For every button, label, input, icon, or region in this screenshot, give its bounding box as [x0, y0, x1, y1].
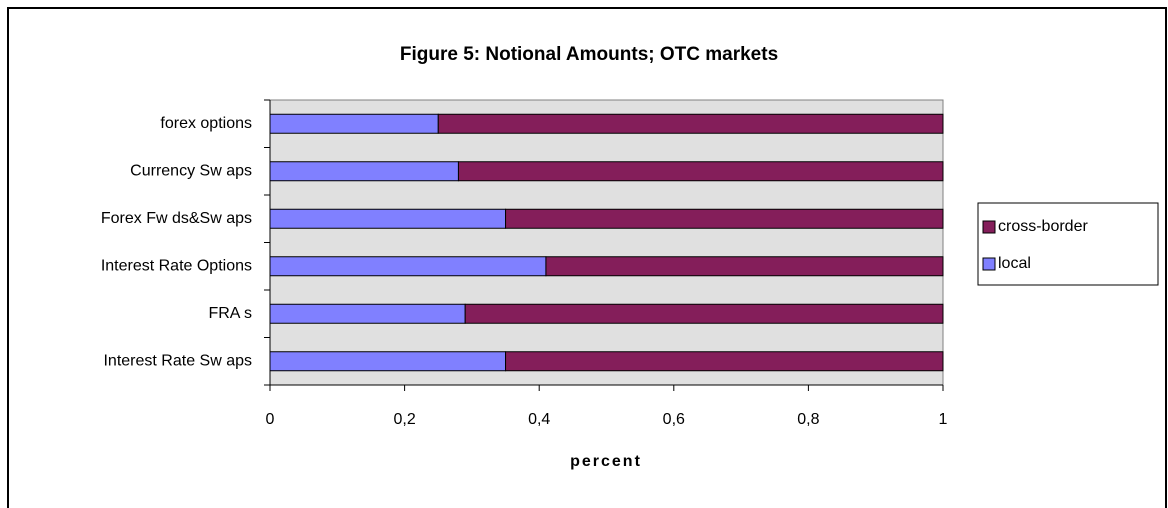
bar-segment: [457, 161, 944, 182]
y-tick-label: Currency Sw aps: [130, 162, 252, 179]
frame: [7, 7, 1167, 508]
x-tick-label: 1: [939, 411, 948, 428]
legend-label: cross-border: [998, 218, 1088, 235]
legend: [977, 202, 1159, 286]
bar-segment: [269, 113, 439, 134]
y-tick-label: FRA s: [208, 305, 252, 322]
bar-segment: [269, 208, 507, 229]
y-tick-label: Interest Rate Sw aps: [103, 352, 252, 369]
x-tick-label: 0,6: [663, 411, 685, 428]
legend-swatch: [982, 257, 996, 271]
bar-segment: [545, 256, 944, 277]
x-tick-label: 0,8: [797, 411, 819, 428]
bar-segment: [269, 161, 459, 182]
bar-segment: [269, 303, 466, 324]
y-tick-label: Interest Rate Options: [101, 257, 252, 274]
bar-segment: [505, 351, 944, 372]
legend-swatch: [982, 220, 996, 234]
bar-segment: [505, 208, 944, 229]
bar-segment: [437, 113, 944, 134]
bar-segment: [269, 351, 507, 372]
x-tick-label: 0,2: [393, 411, 415, 428]
y-tick-label: forex options: [160, 115, 252, 132]
y-tick-label: Forex Fw ds&Sw aps: [101, 210, 252, 227]
bar-segment: [269, 256, 547, 277]
x-axis-label: percent: [570, 453, 642, 470]
legend-label: local: [998, 255, 1031, 272]
plot-area: [269, 99, 944, 386]
x-tick-label: 0: [266, 411, 275, 428]
bar-segment: [464, 303, 944, 324]
x-tick-label: 0,4: [528, 411, 550, 428]
chart-title: Figure 5: Notional Amounts; OTC markets: [400, 44, 778, 65]
